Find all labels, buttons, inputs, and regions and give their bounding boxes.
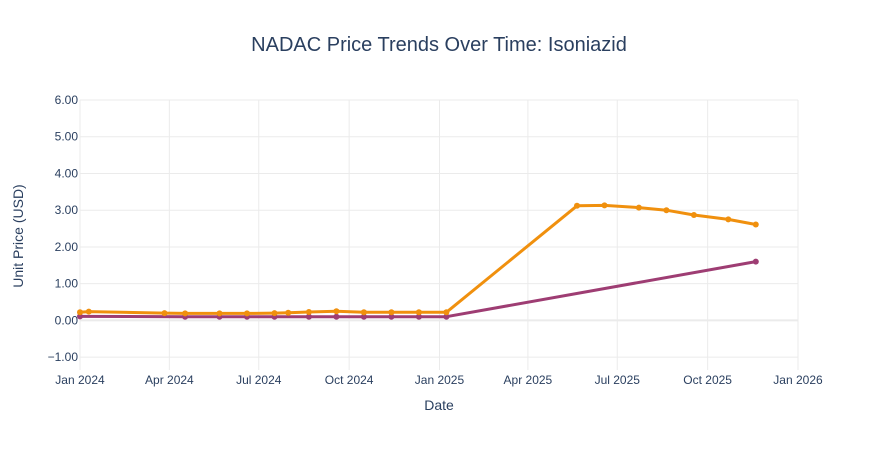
data-point[interactable] xyxy=(305,313,312,320)
series-line xyxy=(78,260,758,319)
data-point[interactable] xyxy=(443,309,450,316)
data-point[interactable] xyxy=(752,258,759,265)
y-tick-label: 4.00 xyxy=(55,166,79,180)
data-point[interactable] xyxy=(415,313,422,320)
data-point[interactable] xyxy=(216,310,223,317)
x-tick-label: Apr 2024 xyxy=(145,373,194,387)
data-point[interactable] xyxy=(333,313,340,320)
y-axis-title: Unit Price (USD) xyxy=(10,184,26,287)
data-point[interactable] xyxy=(388,313,395,320)
y-tick-label: 5.00 xyxy=(55,130,79,144)
data-point[interactable] xyxy=(333,308,340,315)
x-tick-label: Oct 2024 xyxy=(325,373,374,387)
data-point[interactable] xyxy=(360,309,367,316)
data-point[interactable] xyxy=(443,313,450,320)
data-point[interactable] xyxy=(305,309,312,315)
data-point[interactable] xyxy=(574,202,580,209)
x-axis-title: Date xyxy=(424,397,454,413)
x-tick-label: Jul 2024 xyxy=(236,373,282,387)
x-tick-label: Jan 2024 xyxy=(55,373,105,387)
data-point[interactable] xyxy=(271,310,278,317)
chart-title: NADAC Price Trends Over Time: Isoniazid xyxy=(251,34,627,56)
series-line xyxy=(78,203,758,315)
data-point[interactable] xyxy=(360,313,367,320)
data-point[interactable] xyxy=(77,313,83,320)
tick-layer: Jan 2024 Apr 2024 Jul 2024 Oct 2024 Jan 2025… xyxy=(48,93,823,387)
y-tick-label: −1.00 xyxy=(48,350,79,364)
y-tick-label: 1.00 xyxy=(55,277,79,291)
data-point[interactable] xyxy=(161,310,168,317)
y-tick-label: 0.00 xyxy=(55,313,79,327)
data-point[interactable] xyxy=(285,309,292,316)
y-tick-label: 2.00 xyxy=(55,240,79,254)
x-tick-label: Jan 2025 xyxy=(415,373,465,387)
x-tick-label: Jul 2025 xyxy=(595,373,641,387)
data-point[interactable] xyxy=(725,216,732,223)
grid-layer xyxy=(79,99,799,370)
data-point[interactable] xyxy=(85,308,92,315)
series-layer xyxy=(77,202,759,320)
data-point[interactable] xyxy=(244,310,250,317)
x-tick-label: Apr 2025 xyxy=(504,373,553,387)
data-point[interactable] xyxy=(601,202,608,209)
data-point[interactable] xyxy=(663,207,670,214)
x-tick-label: Jan 2026 xyxy=(773,373,823,387)
data-point[interactable] xyxy=(635,204,642,211)
data-point[interactable] xyxy=(690,212,697,218)
x-tick-label: Oct 2025 xyxy=(683,373,732,387)
y-tick-label: 6.00 xyxy=(55,93,79,107)
data-point[interactable] xyxy=(182,310,189,317)
data-point[interactable] xyxy=(77,309,83,316)
data-point[interactable] xyxy=(415,309,422,316)
data-point[interactable] xyxy=(388,309,395,316)
data-point[interactable] xyxy=(752,221,759,228)
y-tick-label: 3.00 xyxy=(55,203,79,217)
